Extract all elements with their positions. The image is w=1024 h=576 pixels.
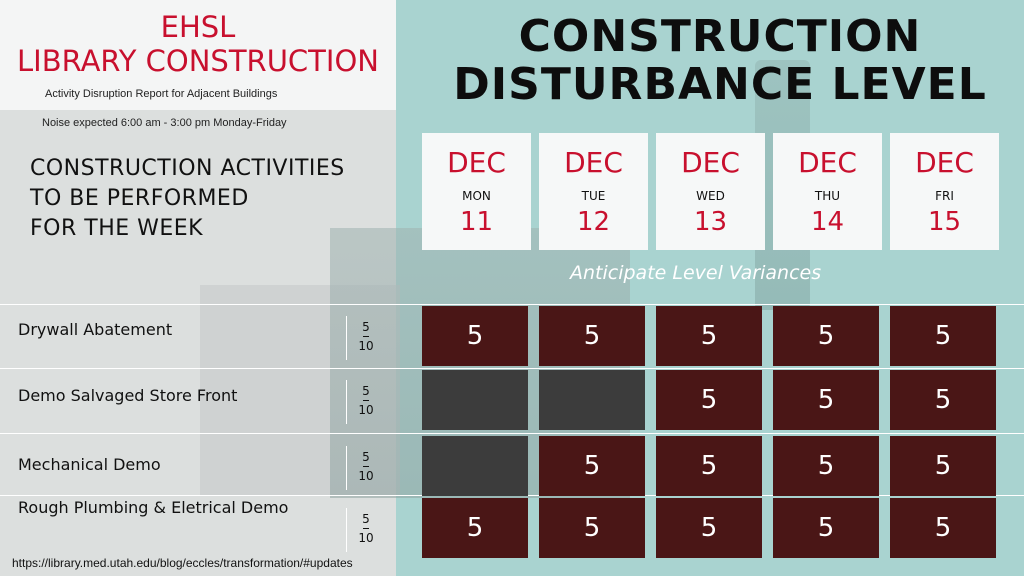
scale-value: 5: [362, 320, 370, 334]
day-card-thu: DEC THU 14: [773, 133, 882, 250]
variance-note: Anticipate Level Variances: [570, 262, 822, 284]
noise-note: Noise expected 6:00 am - 3:00 pm Monday-…: [42, 117, 287, 129]
disturbance-level-cell: 5: [539, 498, 645, 558]
day-card-tue: DEC TUE 12: [539, 133, 648, 250]
disturbance-level-cell: 5: [773, 498, 879, 558]
day-month: DEC: [681, 146, 740, 179]
disturbance-level-cell: 5: [773, 306, 879, 366]
activity-label: Demo Salvaged Store Front: [18, 386, 238, 405]
disturbance-level-cell: 5: [656, 306, 762, 366]
no-activity-cell: [422, 436, 528, 496]
disturbance-level-cell: 5: [890, 436, 996, 496]
day-card-mon: DEC MON 11: [422, 133, 531, 250]
activity-label: Rough Plumbing & Eletrical Demo: [18, 498, 289, 517]
disturbance-level-cell: 5: [422, 498, 528, 558]
scale-value: 5: [362, 450, 370, 464]
scale-fraction-bar: [363, 336, 369, 337]
day-weekday: FRI: [935, 189, 954, 203]
scale-fraction-bar: [363, 528, 369, 529]
disturbance-level-cell: 5: [890, 498, 996, 558]
day-date: 12: [576, 207, 611, 237]
disturbance-level-cell: 5: [773, 436, 879, 496]
level-scale: 5 10: [352, 512, 380, 545]
day-month: DEC: [447, 146, 506, 179]
scale-max: 10: [358, 469, 374, 483]
activities-heading: CONSTRUCTION ACTIVITIES TO BE PERFORMED …: [30, 154, 390, 244]
day-card-fri: DEC FRI 15: [890, 133, 999, 250]
day-card-wed: DEC WED 13: [656, 133, 765, 250]
day-month: DEC: [564, 146, 623, 179]
day-weekday: MON: [462, 189, 491, 203]
report-subtitle: Activity Disruption Report for Adjacent …: [45, 88, 278, 100]
activity-label: Mechanical Demo: [18, 455, 161, 474]
day-weekday: WED: [696, 189, 725, 203]
disturbance-level-cell: 5: [539, 306, 645, 366]
org-subname: LIBRARY CONSTRUCTION: [17, 44, 379, 78]
scale-value: 5: [362, 512, 370, 526]
day-date: 15: [927, 207, 962, 237]
level-scale: 5 10: [352, 384, 380, 417]
disturbance-level-cell: 5: [422, 306, 528, 366]
disturbance-level-cell: 5: [656, 436, 762, 496]
level-scale: 5 10: [352, 450, 380, 483]
day-month: DEC: [798, 146, 857, 179]
row-divider: [0, 368, 1024, 369]
level-scale: 5 10: [352, 320, 380, 353]
disturbance-level-cell: 5: [890, 370, 996, 430]
no-activity-cell: [539, 370, 645, 430]
disturbance-level-cell: 5: [539, 436, 645, 496]
scale-value: 5: [362, 384, 370, 398]
disturbance-level-cell: 5: [656, 498, 762, 558]
scale-max: 10: [358, 531, 374, 545]
disturbance-level-cell: 5: [773, 370, 879, 430]
activities-heading-line: FOR THE WEEK: [30, 216, 204, 241]
activity-label: Drywall Abatement: [18, 320, 173, 339]
scale-fraction-bar: [363, 400, 369, 401]
scale-divider: [346, 508, 347, 552]
org-name: EHSL: [160, 10, 236, 44]
day-weekday: THU: [814, 189, 841, 203]
no-activity-cell: [422, 370, 528, 430]
scale-fraction-bar: [363, 466, 369, 467]
disturbance-level-cell: 5: [656, 370, 762, 430]
day-date: 13: [693, 207, 728, 237]
row-divider: [0, 433, 1024, 434]
page-title: CONSTRUCTION: [518, 11, 922, 62]
scale-divider: [346, 316, 347, 360]
day-weekday: TUE: [581, 189, 606, 203]
scale-divider: [346, 380, 347, 424]
scale-max: 10: [358, 403, 374, 417]
activities-heading-line: TO BE PERFORMED: [30, 186, 249, 211]
row-divider: [0, 304, 1024, 305]
day-month: DEC: [915, 146, 974, 179]
activities-heading-line: CONSTRUCTION ACTIVITIES: [30, 156, 345, 181]
day-date: 14: [810, 207, 845, 237]
left-header-background: [0, 0, 396, 110]
footer-url: https://library.med.utah.edu/blog/eccles…: [12, 556, 353, 570]
scale-max: 10: [358, 339, 374, 353]
day-date: 11: [459, 207, 494, 237]
disturbance-level-cell: 5: [890, 306, 996, 366]
scale-divider: [346, 446, 347, 490]
page-title-line2: DISTURBANCE LEVEL: [453, 59, 987, 110]
